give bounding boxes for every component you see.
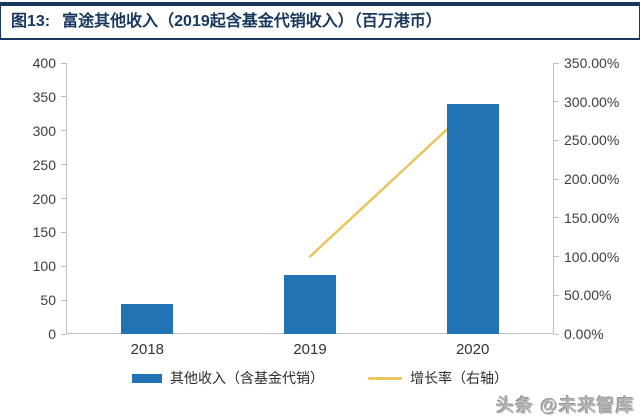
legend-item-other-income: 其他收入（含基金代销）: [132, 368, 324, 388]
left-axis-tick: [61, 333, 66, 335]
left-axis-tick-label: 0: [48, 326, 56, 342]
bar-swatch-icon: [132, 373, 162, 383]
figure-label: 图13:: [11, 13, 51, 30]
right-axis-tick-label: 0.00%: [564, 326, 604, 342]
left-axis-tick: [61, 164, 66, 166]
left-axis-tick-label: 300: [32, 122, 56, 139]
left-axis-tick: [61, 96, 66, 98]
bar-2019: [284, 275, 336, 334]
right-axis-tick: [554, 178, 559, 180]
line-swatch-icon: [368, 376, 402, 380]
growth-line-layer: [308, 104, 474, 258]
figure-title-bar: 图13: 富途其他收入（2019起含基金代销收入）（百万港币）: [0, 2, 640, 40]
x-axis-label-2018: 2018: [130, 341, 165, 358]
left-axis-tick: [61, 62, 66, 64]
right-axis-tick-label: 350.00%: [564, 55, 620, 71]
right-axis-tick-label: 200.00%: [564, 171, 620, 188]
left-axis-tick-label: 50: [40, 292, 56, 309]
x-axis-label-2019: 2019: [293, 341, 327, 358]
right-axis-tick-label: 250.00%: [564, 132, 620, 149]
bar-2020: [446, 103, 499, 334]
left-axis-tick-label: 150: [32, 224, 56, 241]
watermark: 头条 @未来智库: [496, 396, 635, 416]
figure-title: 富途其他收入（2019起含基金代销收入）（百万港币）: [62, 13, 442, 30]
left-axis-tick-label: 400: [32, 55, 56, 71]
left-axis-tick-label: 250: [32, 156, 56, 173]
x-axis-label-2020: 2020: [455, 341, 490, 358]
legend-item-growth-rate: 增长率（右轴）: [368, 368, 508, 388]
right-axis-tick: [554, 256, 559, 258]
bar-2018: [121, 303, 174, 334]
left-axis-tick: [61, 130, 66, 132]
right-axis-tick-label: 150.00%: [564, 209, 620, 226]
right-axis-tick: [554, 139, 559, 141]
right-axis-tick: [554, 294, 559, 296]
left-axis-tick: [61, 198, 66, 199]
right-axis-tick: [554, 333, 559, 335]
legend-label-other-income: 其他收入（含基金代销）: [170, 370, 324, 386]
left-axis-tick-label: 100: [32, 258, 56, 275]
right-axis-tick: [554, 217, 559, 219]
right-axis-tick-label: 300.00%: [564, 93, 620, 110]
growth-rate-line: [308, 104, 474, 258]
left-axis-tick: [61, 231, 66, 233]
right-axis-tick-label: 100.00%: [564, 248, 620, 265]
legend-label-growth-rate: 增长率（右轴）: [410, 370, 508, 386]
right-axis-tick-label: 50.00%: [564, 287, 612, 304]
right-axis-tick: [554, 62, 559, 64]
left-axis-tick-label: 350: [32, 88, 56, 105]
left-axis-tick-label: 200: [32, 190, 56, 207]
left-axis-tick: [61, 299, 66, 301]
right-axis-tick: [554, 101, 559, 103]
legend: 其他收入（含基金代销） 增长率（右轴）: [0, 368, 640, 388]
left-axis-tick: [61, 265, 66, 267]
